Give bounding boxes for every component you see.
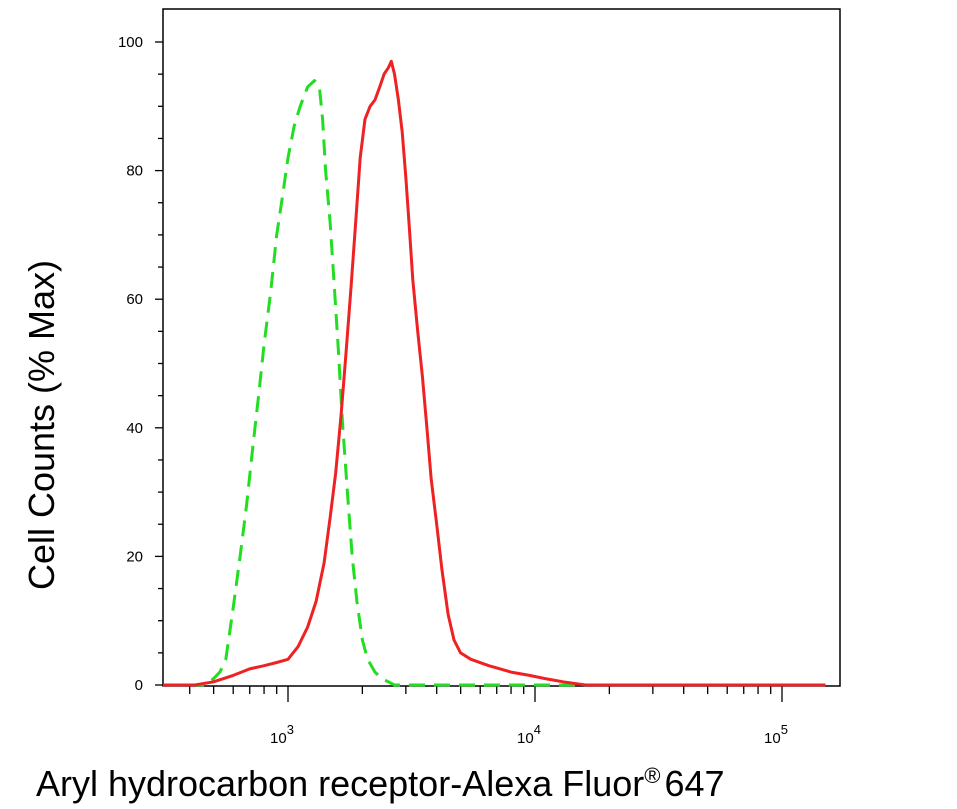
- y-tick-label: 60: [126, 291, 143, 308]
- plot-frame: [162, 8, 841, 687]
- y-tick-label: 100: [118, 34, 143, 51]
- x-tick-label: 104: [517, 722, 541, 747]
- series-line-green-dashed: [163, 79, 826, 687]
- y-tick-label: 40: [126, 420, 143, 437]
- y-axis: 0 20 40 60 80 100: [118, 34, 163, 694]
- x-tick-label: 103: [270, 722, 294, 747]
- x-tick-label: 105: [764, 722, 788, 747]
- x-axis-title-tail: 647: [664, 763, 724, 804]
- x-axis-title: Aryl hydrocarbon receptor-Alexa Fluor® 64…: [36, 763, 725, 804]
- x-axis-title-main: Aryl hydrocarbon receptor-Alexa Fluor: [36, 763, 644, 804]
- series-line-red-solid: [163, 59, 826, 687]
- y-tick-label: 0: [135, 677, 143, 694]
- y-axis-title: Cell Counts (% Max): [21, 260, 62, 590]
- series-layer: [163, 59, 826, 687]
- y-tick-label: 80: [126, 163, 143, 180]
- x-axis: 103 104 105: [189, 686, 788, 747]
- y-tick-label: 20: [126, 548, 143, 565]
- x-axis-title-registered-mark: ®: [644, 763, 660, 788]
